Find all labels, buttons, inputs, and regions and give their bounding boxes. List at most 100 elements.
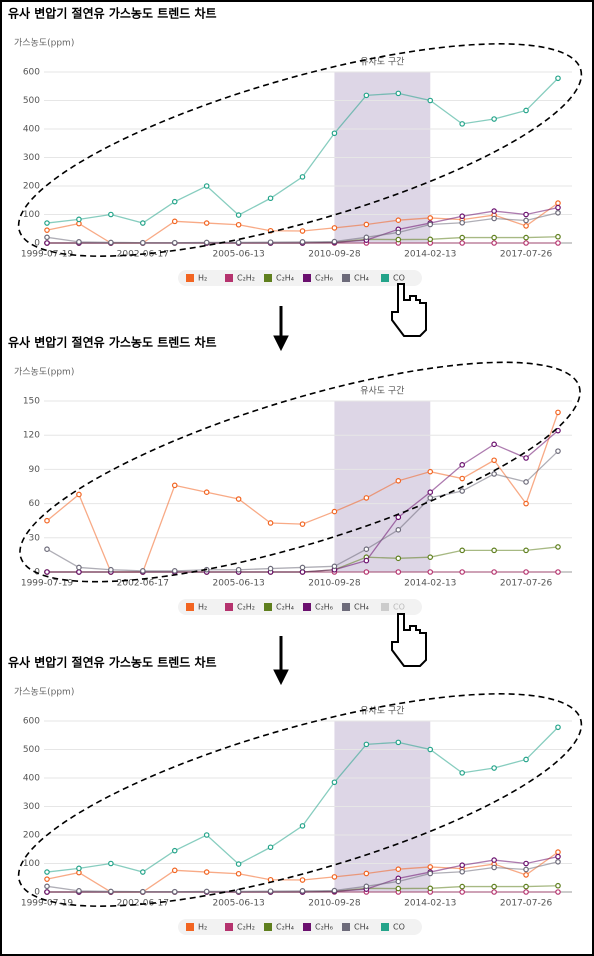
- data-point: [523, 479, 529, 485]
- data-point: [427, 221, 434, 228]
- legend-label[interactable]: C₂H₆: [315, 274, 333, 283]
- data-point: [267, 565, 274, 572]
- data-point: [459, 569, 465, 575]
- chart-title: 유사 변압기 절연유 가스농도 트렌드 차트: [8, 335, 217, 350]
- legend-label[interactable]: CH₄: [354, 603, 369, 612]
- data-point: [427, 236, 434, 243]
- data-point: [427, 97, 434, 104]
- data-point: [44, 517, 50, 524]
- data-point: [235, 212, 242, 218]
- data-point: [555, 724, 561, 731]
- legend-label[interactable]: CO: [393, 274, 405, 283]
- data-point: [427, 864, 434, 870]
- data-point: [299, 564, 306, 571]
- data-point: [331, 130, 338, 137]
- data-point: [395, 90, 402, 97]
- arrow-head: [273, 335, 289, 352]
- data-point: [140, 888, 146, 895]
- chart-title: 유사 변압기 절연유 가스농도 트렌드 차트: [8, 6, 217, 21]
- data-point: [235, 888, 242, 895]
- data-point: [363, 569, 370, 575]
- data-point: [491, 889, 497, 895]
- x-tick-label: 2014-02-13: [404, 579, 456, 589]
- data-point: [203, 832, 210, 838]
- data-point: [523, 889, 529, 895]
- data-point: [76, 491, 82, 498]
- legend-label[interactable]: CO: [393, 923, 405, 932]
- x-tick-label: 2017-07-26: [500, 579, 553, 589]
- data-point: [459, 219, 465, 226]
- data-point: [235, 221, 242, 228]
- legend-swatch: [342, 274, 350, 282]
- legend-label[interactable]: H₂: [198, 603, 207, 612]
- data-point: [395, 514, 402, 521]
- y-tick-label: 600: [23, 68, 40, 78]
- data-point: [395, 866, 402, 873]
- data-point: [523, 217, 529, 224]
- highlight-band: [334, 401, 431, 572]
- x-tick-label: 2017-07-26: [500, 899, 553, 909]
- legend-swatch: [381, 603, 389, 611]
- legend-label[interactable]: C₂H₂: [237, 274, 255, 283]
- data-point: [427, 554, 434, 560]
- data-point: [555, 240, 561, 246]
- x-tick-label: 1999-07-19: [21, 899, 74, 909]
- legend-label[interactable]: C₂H₆: [315, 603, 333, 612]
- data-point: [395, 229, 402, 236]
- data-point: [299, 569, 306, 575]
- legend-swatch: [303, 603, 311, 611]
- data-point: [555, 849, 561, 855]
- data-point: [491, 234, 497, 241]
- legend-label[interactable]: H₂: [198, 923, 207, 932]
- legend-label[interactable]: C₂H₂: [237, 603, 255, 612]
- y-tick-label: 0: [34, 888, 40, 898]
- data-point: [363, 92, 370, 99]
- data-point: [395, 739, 402, 746]
- data-point: [171, 482, 178, 489]
- legend-swatch: [186, 603, 194, 611]
- data-point: [491, 116, 497, 122]
- data-point: [555, 409, 561, 416]
- data-point: [140, 239, 146, 246]
- data-point: [523, 223, 529, 229]
- y-tick-label: 30: [29, 533, 41, 543]
- legend-label[interactable]: H₂: [198, 274, 207, 283]
- y-tick-label: 90: [29, 465, 41, 475]
- data-point: [555, 233, 561, 240]
- legend-label[interactable]: C₂H₄: [276, 274, 294, 283]
- data-point: [44, 883, 50, 890]
- x-tick-label: 2005-06-13: [212, 250, 264, 260]
- data-point: [459, 462, 465, 468]
- legend-swatch: [342, 603, 350, 611]
- data-point: [299, 823, 306, 829]
- legend-label[interactable]: C₂H₂: [237, 923, 255, 932]
- legend-label[interactable]: CO: [393, 603, 405, 612]
- data-point: [491, 883, 497, 890]
- data-point: [299, 228, 306, 234]
- data-point: [108, 566, 114, 573]
- data-point: [427, 468, 434, 475]
- legend-label[interactable]: CH₄: [354, 923, 369, 932]
- data-point: [76, 569, 82, 575]
- legend-label[interactable]: CH₄: [354, 274, 369, 283]
- data-point: [395, 527, 402, 533]
- data-point: [235, 566, 242, 573]
- data-point: [555, 853, 561, 860]
- data-point: [331, 874, 338, 880]
- data-point: [76, 865, 82, 872]
- data-point: [491, 547, 497, 554]
- legend-label[interactable]: C₂H₄: [276, 603, 294, 612]
- data-point: [395, 236, 402, 243]
- data-point: [203, 220, 210, 226]
- legend-label[interactable]: C₂H₄: [276, 923, 294, 932]
- data-point: [76, 888, 82, 894]
- data-point: [427, 885, 434, 892]
- data-point: [459, 883, 465, 890]
- data-point: [491, 208, 497, 214]
- y-axis-label: 가스농도(ppm): [14, 38, 74, 49]
- legend-swatch: [264, 923, 272, 931]
- data-point: [267, 844, 274, 851]
- legend-label[interactable]: C₂H₆: [315, 923, 333, 932]
- data-point: [171, 867, 178, 874]
